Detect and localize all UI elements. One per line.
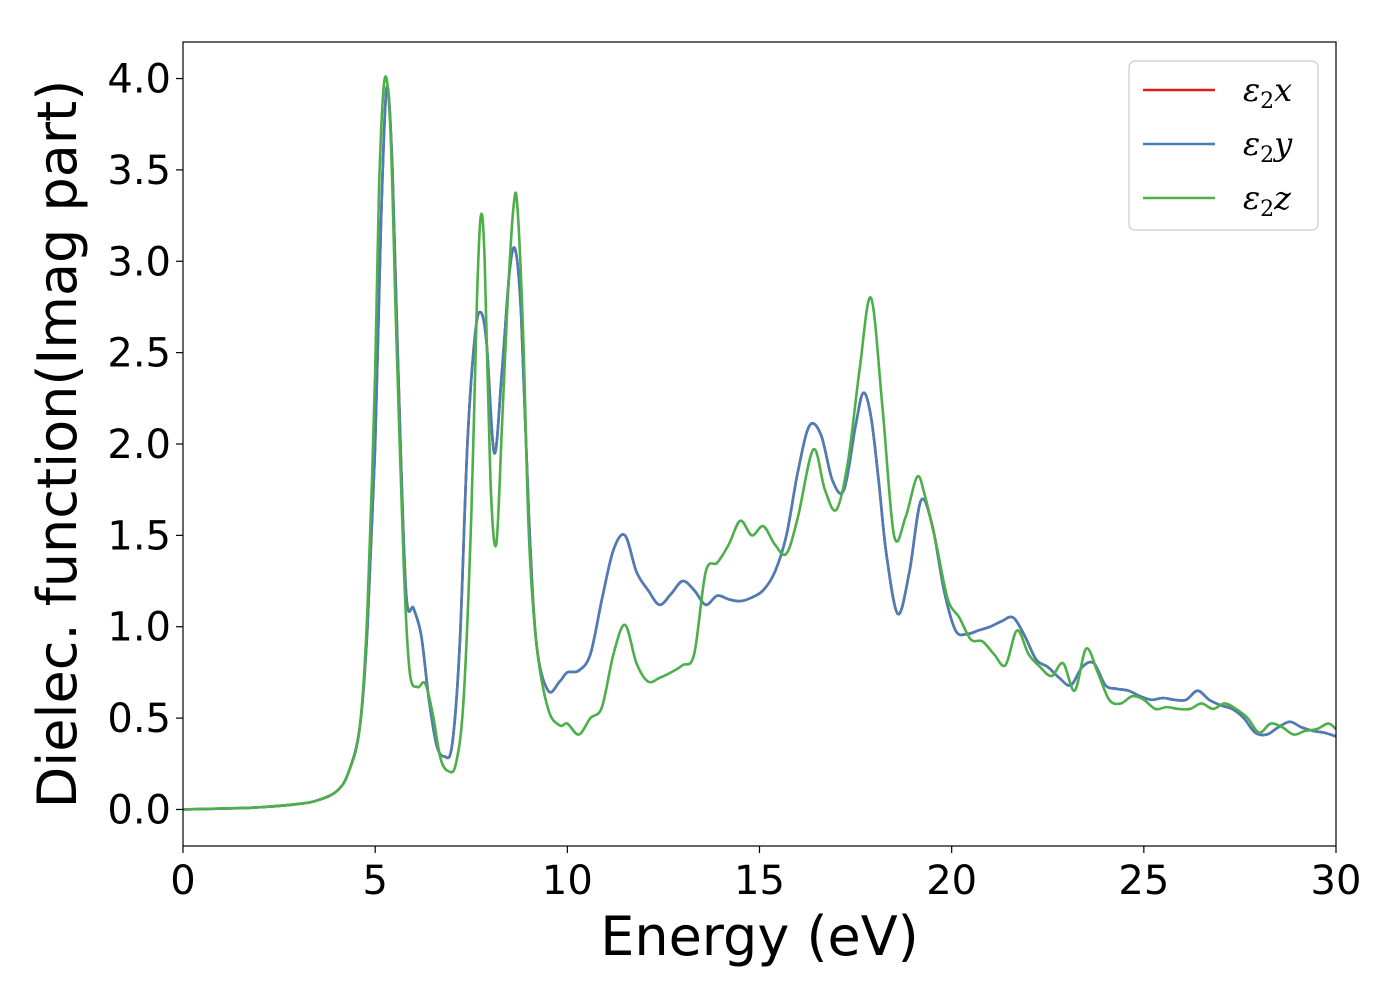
y-tick-label: 0.0 xyxy=(107,787,171,833)
y-tick-label: 4.0 xyxy=(107,57,171,103)
x-tick-label: 15 xyxy=(734,858,785,904)
legend-label-y: ε2y xyxy=(1243,125,1293,168)
y-tick-label: 3.0 xyxy=(107,239,171,285)
x-axis-ticks: 0 5 10 15 20 25 30 xyxy=(170,846,1361,904)
x-axis-label: Energy (eV) xyxy=(600,905,919,968)
y-tick-label: 0.5 xyxy=(107,696,171,742)
legend-box xyxy=(1128,60,1319,231)
x-tick-label: 30 xyxy=(1311,858,1362,904)
y-axis-label: Dielec. function(Imag part) xyxy=(26,80,89,809)
series-layer xyxy=(182,75,1337,811)
x-tick-label: 0 xyxy=(170,858,195,904)
y-tick-label: 1.0 xyxy=(107,605,171,651)
y-tick-label: 2.5 xyxy=(107,331,171,377)
x-tick-label: 25 xyxy=(1118,858,1169,904)
legend-label-z: ε2z xyxy=(1243,179,1292,222)
legend: ε2x ε2y ε2z xyxy=(1128,60,1319,231)
x-tick-label: 20 xyxy=(926,858,977,904)
y-axis-ticks: 0.0 0.5 1.0 1.5 2.0 2.5 3.0 3.5 4.0 xyxy=(107,57,183,833)
legend-label-x: ε2x xyxy=(1243,71,1292,114)
x-tick-label: 5 xyxy=(362,858,387,904)
series-line-z xyxy=(182,75,1337,811)
y-tick-label: 1.5 xyxy=(107,513,171,559)
series-line-y xyxy=(182,85,1337,811)
y-tick-label: 3.5 xyxy=(107,148,171,194)
x-tick-label: 10 xyxy=(542,858,593,904)
y-tick-label: 2.0 xyxy=(107,422,171,468)
